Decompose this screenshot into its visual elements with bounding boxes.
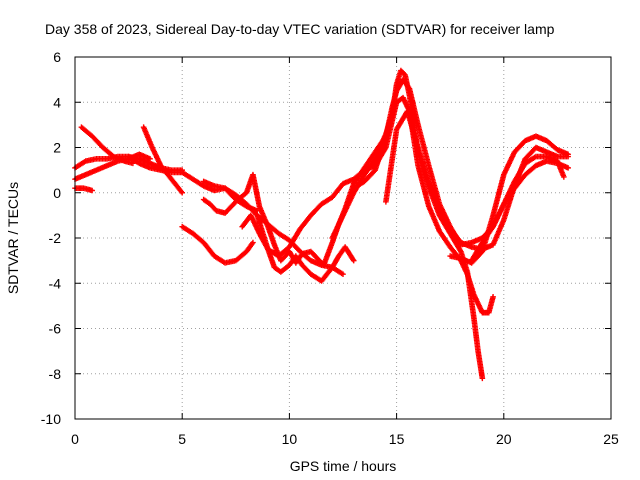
x-tick-label: 5 (178, 431, 186, 447)
chart-title: Day 358 of 2023, Sidereal Day-to-day VTE… (45, 21, 555, 37)
data-point (565, 165, 571, 171)
data-point (89, 187, 95, 194)
x-tick-label: 10 (282, 431, 298, 447)
x-tick-label: 25 (603, 431, 619, 447)
y-axis-label: SDTVAR / TECUs (5, 182, 21, 294)
series-track-10 (254, 212, 357, 284)
series-track-16 (468, 158, 571, 264)
data-point (561, 174, 567, 180)
series-track-14 (383, 108, 571, 253)
series-track-7 (179, 223, 256, 266)
y-tick-label: 4 (53, 94, 61, 110)
data-points (72, 67, 571, 382)
plot-frame (74, 56, 612, 420)
x-tick-label: 0 (71, 431, 79, 447)
series-track-3 (78, 124, 136, 167)
y-tick-label: -10 (41, 411, 61, 427)
y-tick-label: -8 (49, 366, 62, 382)
series-track-4 (72, 185, 95, 194)
y-tick-label: -4 (49, 275, 62, 291)
data-point (479, 375, 486, 382)
grid (75, 57, 611, 419)
data-point (340, 271, 346, 277)
y-tick-label: -6 (49, 321, 62, 337)
data-point (147, 156, 153, 162)
y-tick-label: 2 (53, 140, 61, 156)
data-point (490, 294, 496, 300)
x-axis-label: GPS time / hours (290, 458, 397, 474)
axis-ticks: 0 5 10 15 20 25 -10 -8 -6 -4 -2 0 2 4 6 (41, 49, 619, 447)
y-tick-label: 6 (53, 49, 61, 65)
data-point (565, 151, 571, 158)
y-tick-label: 0 (53, 185, 61, 201)
data-point (250, 239, 256, 246)
series-track-5 (140, 124, 185, 196)
x-tick-label: 15 (389, 431, 405, 447)
series-track-11 (239, 94, 496, 316)
y-tick-label: -2 (49, 230, 62, 246)
x-tick-label: 20 (496, 431, 512, 447)
data-point (350, 257, 357, 264)
data-point (179, 189, 185, 196)
